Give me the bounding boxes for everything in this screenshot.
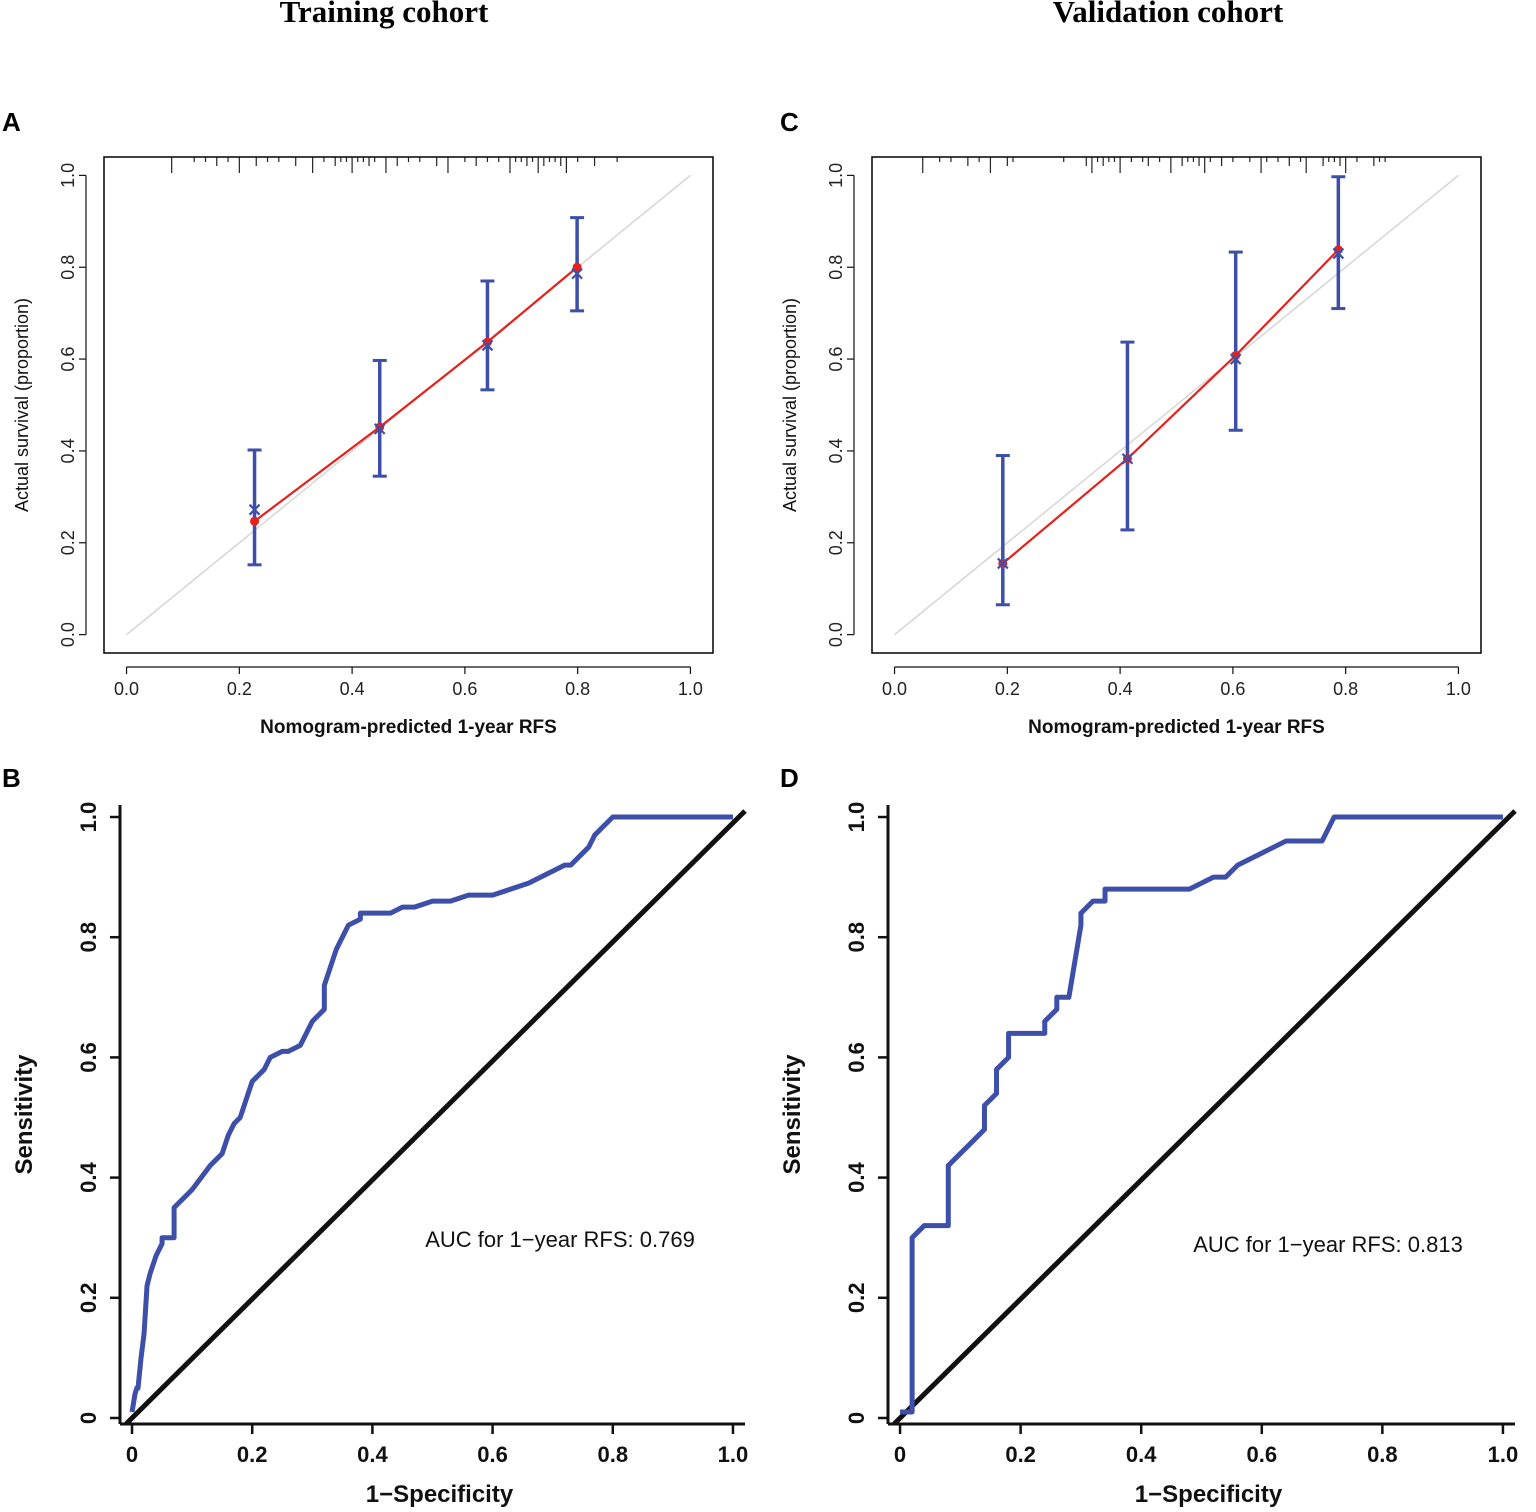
- roc-curve: [900, 814, 1503, 1415]
- x-tick-label: 0.2: [995, 679, 1020, 699]
- panel-c-label: C: [780, 107, 799, 137]
- cohort-title-training: Training cohort: [280, 0, 489, 29]
- y-tick-label: 0.4: [76, 1162, 101, 1193]
- y-axis-label: Actual survival (proportion): [780, 298, 800, 512]
- x-tick-label: 0.8: [1367, 1442, 1398, 1467]
- y-tick-label: 1.0: [76, 802, 101, 833]
- roc-curve: [129, 814, 733, 1413]
- x-axis-label: Nomogram-predicted 1-year RFS: [260, 717, 557, 738]
- calibration-line: [253, 266, 578, 523]
- y-tick-label: 0.8: [826, 255, 846, 280]
- bias-corrected-point: [1229, 353, 1242, 365]
- y-tick-label: 0.6: [844, 1042, 869, 1073]
- x-axis-label: Nomogram-predicted 1-year RFS: [1028, 717, 1325, 738]
- y-tick-label: 0.6: [58, 347, 78, 372]
- x-tick-label: 0.0: [882, 679, 907, 699]
- y-tick-label: 0.0: [58, 622, 78, 647]
- x-tick-label: 0.2: [237, 1442, 268, 1467]
- y-tick-label: 1.0: [844, 802, 869, 833]
- y-tick-label: 0.2: [826, 530, 846, 555]
- reference-diagonal: [892, 809, 1517, 1426]
- y-tick-label: 0.6: [76, 1042, 101, 1073]
- y-tick-label: 0.4: [844, 1162, 869, 1193]
- x-tick-label: 0.6: [1220, 679, 1245, 699]
- x-axis-label: 1−Specificity: [366, 1481, 514, 1508]
- x-tick-label: 1.0: [1488, 1442, 1519, 1467]
- bias-corrected-point: [481, 339, 494, 352]
- x-tick-label: 1.0: [678, 679, 703, 699]
- x-tick-label: 0.6: [452, 679, 477, 699]
- y-tick-label: 0.2: [844, 1282, 869, 1313]
- bias-corrected-point: [1121, 452, 1134, 465]
- calibration-plot-training: 0.0 0.2 0.4 0.6 0.8 1.0 0.0 0.2 0.4 0.6 0.8 1.0 Nomo…: [12, 156, 714, 738]
- plot-frame: [103, 156, 714, 654]
- x-tick-label: 1.0: [1446, 679, 1471, 699]
- bias-corrected-point: [248, 503, 261, 516]
- x-tick-label: 0: [126, 1442, 138, 1467]
- y-tick-label: 0.8: [58, 255, 78, 280]
- y-axis-label: Actual survival (proportion): [12, 298, 32, 512]
- x-tick-label: 0.4: [1108, 679, 1133, 699]
- x-tick-label: 1.0: [718, 1442, 749, 1467]
- panel-a-label: A: [2, 107, 21, 137]
- y-tick-label: 0: [844, 1412, 869, 1424]
- y-tick-label: 0.6: [826, 347, 846, 372]
- x-tick-label: 0.6: [1246, 1442, 1277, 1467]
- y-tick-label: 0.2: [76, 1282, 101, 1313]
- auc-annotation: AUC for 1−year RFS: 0.769: [425, 1227, 695, 1252]
- y-tick-label: 1.0: [826, 163, 846, 188]
- panel-d-label: D: [780, 763, 799, 793]
- y-tick-label: 0: [76, 1412, 101, 1424]
- calibration-plot-validation: 0.0 0.2 0.4 0.6 0.8 1.0 0.0 0.2 0.4 0.6 0.8 1.0 Nomo…: [780, 156, 1482, 738]
- y-tick-label: 0.0: [826, 622, 846, 647]
- observed-point: [375, 422, 385, 432]
- x-tick-label: 0.8: [565, 679, 590, 699]
- x-tick-label: 0.6: [477, 1442, 508, 1467]
- x-tick-label: 0.4: [1126, 1442, 1157, 1467]
- x-tick-label: 0.0: [114, 679, 139, 699]
- x-tick-label: 0.4: [357, 1442, 388, 1467]
- y-axis-label: Sensitivity: [779, 1054, 806, 1175]
- observed-point: [572, 262, 582, 272]
- reference-diagonal: [124, 809, 747, 1426]
- x-tick-label: 0.2: [227, 679, 252, 699]
- y-tick-label: 0.2: [58, 530, 78, 555]
- plot-frame: [871, 156, 1482, 654]
- y-tick-label: 0.4: [826, 438, 846, 463]
- bias-corrected-point: [997, 557, 1009, 570]
- roc-plot-training: 0 0.2 0.4 0.6 0.8 1.0 0 0.2 0.4 0.6 0.8 1.0 1−Specif…: [11, 802, 748, 1508]
- x-axis-label: 1−Specificity: [1135, 1481, 1283, 1508]
- x-tick-label: 0: [894, 1442, 906, 1467]
- x-tick-label: 0.4: [340, 679, 365, 699]
- y-tick-label: 1.0: [58, 163, 78, 188]
- x-tick-label: 0.8: [1333, 679, 1358, 699]
- x-tick-label: 0.8: [597, 1442, 628, 1467]
- y-axis-label: Sensitivity: [11, 1054, 38, 1175]
- x-tick-label: 0.2: [1005, 1442, 1036, 1467]
- bias-corrected-point: [1332, 247, 1345, 260]
- y-tick-label: 0.8: [844, 922, 869, 953]
- observed-point: [250, 516, 260, 526]
- auc-annotation: AUC for 1−year RFS: 0.813: [1193, 1232, 1463, 1257]
- y-tick-label: 0.4: [58, 438, 78, 463]
- bias-corrected-point: [373, 423, 386, 435]
- calibration-line: [1002, 249, 1340, 565]
- bias-corrected-point: [571, 267, 583, 280]
- roc-plot-validation: 0 0.2 0.4 0.6 0.8 1.0 0 0.2 0.4 0.6 0.8 1.0 1−Specif…: [779, 802, 1518, 1508]
- reference-line: [894, 174, 1459, 636]
- panel-b-label: B: [2, 763, 21, 793]
- cohort-title-validation: Validation cohort: [1053, 0, 1284, 29]
- y-tick-label: 0.8: [76, 922, 101, 953]
